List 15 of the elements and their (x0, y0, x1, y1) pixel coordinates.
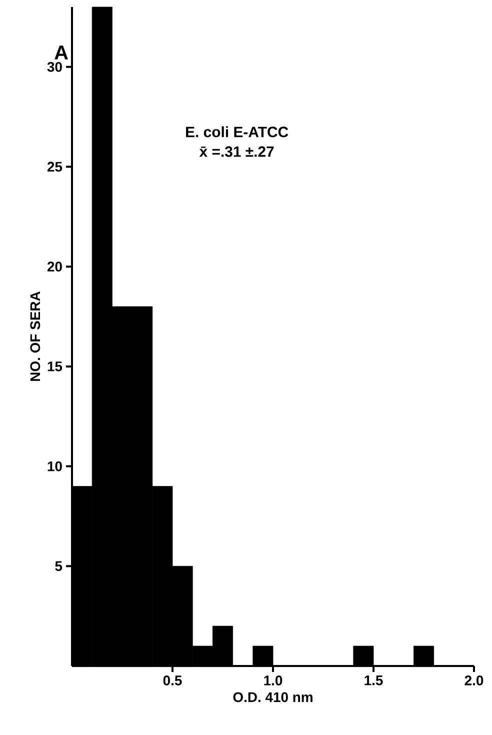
y-tick-label: 5 (55, 561, 62, 572)
annotation: x̄ =.31 ±.27 (199, 146, 274, 157)
x-axis-title: O.D. 410 nm (233, 692, 312, 702)
y-tick-label: 15 (48, 362, 62, 372)
y-axis-title: NO. OF SERA (30, 292, 40, 381)
y-tick-label: 25 (47, 162, 62, 172)
x-tick-label: 1.0 (264, 676, 282, 686)
text: A (54, 46, 68, 60)
x-tick-label: 2.0 (464, 676, 484, 686)
x-tick-label: 1.5 (364, 676, 383, 686)
y-tick-label: 20 (47, 262, 62, 272)
y-tick-label: 10 (48, 461, 62, 472)
y-tick-label: 30 (47, 62, 62, 72)
annotation: E. coli E-ATCC (186, 126, 288, 138)
x-tick-label: 0.5 (163, 676, 182, 686)
